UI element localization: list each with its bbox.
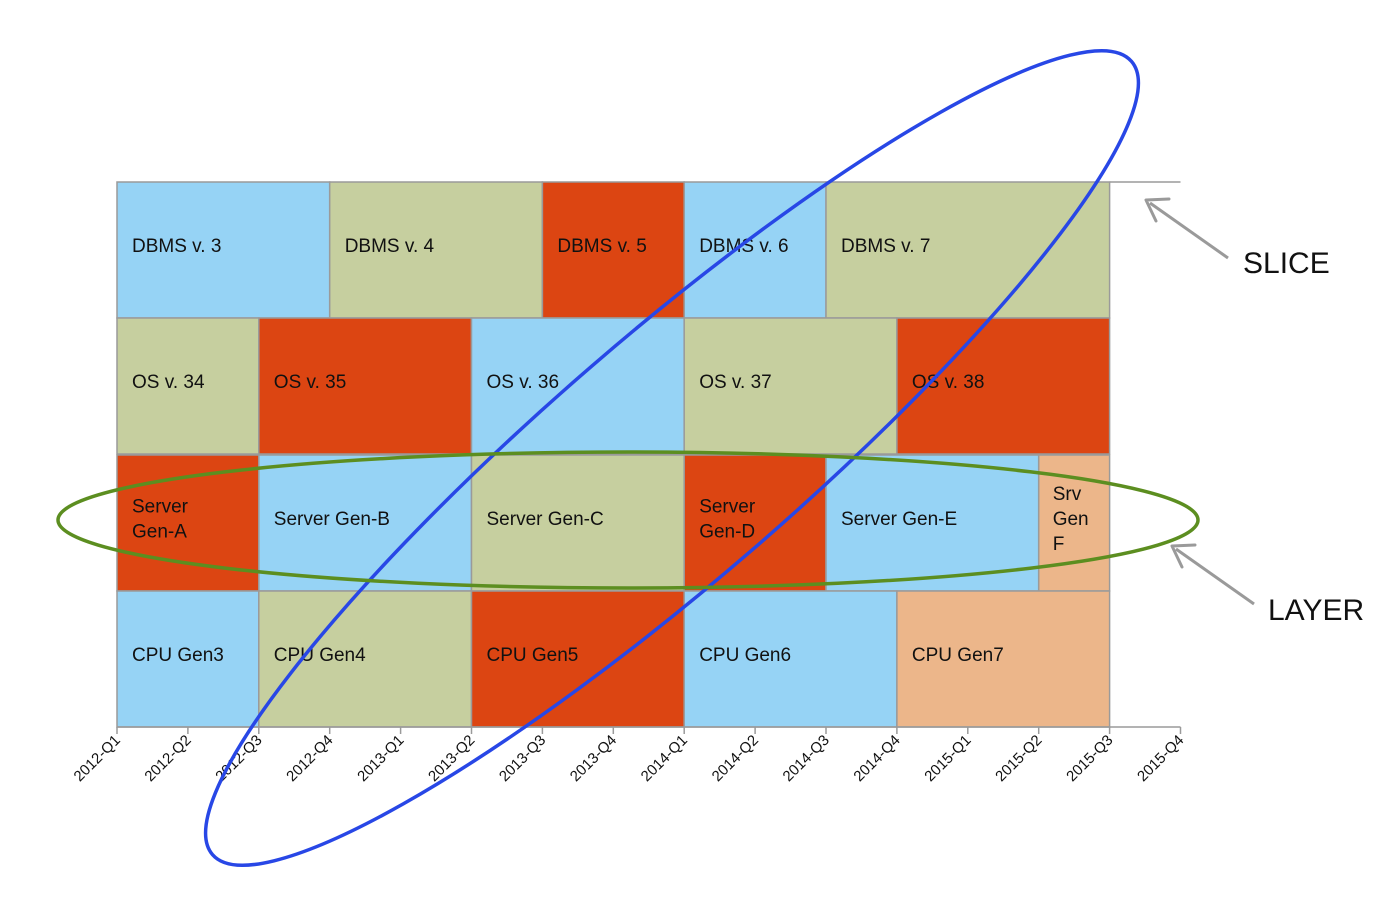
x-tick-label: 2015-Q4 [1134, 732, 1187, 785]
block-server-server-gen-b: Server Gen-B [258, 454, 473, 592]
block-server-server-gen-e: Server Gen-E [825, 454, 1040, 592]
block-dbms-dbms-v-7: DBMS v. 7 [825, 181, 1111, 319]
block-rect [896, 317, 1111, 455]
block-rect [116, 317, 260, 455]
block-cpu-cpu-gen5: CPU Gen5 [470, 590, 685, 728]
block-os-os-v-36: OS v. 36 [470, 317, 685, 455]
block-label: OS v. 36 [487, 372, 560, 393]
block-label: Server Gen-C [487, 509, 604, 530]
block-label: F [1053, 534, 1065, 555]
block-rect [683, 181, 827, 319]
block-label: Server [699, 497, 756, 518]
block-server-server-gen-d: Server Gen-D [683, 454, 827, 592]
block-cpu-cpu-gen4: CPU Gen4 [258, 590, 473, 728]
block-os-os-v-35: OS v. 35 [258, 317, 473, 455]
block-rect [470, 317, 685, 455]
x-tick-label: 2015-Q1 [921, 732, 974, 785]
block-rect [683, 590, 898, 728]
block-label: CPU Gen5 [487, 645, 579, 666]
block-rect [470, 454, 685, 592]
slice-ellipse [203, 49, 1141, 867]
x-tick-label: 2015-Q2 [992, 732, 1045, 785]
block-os-os-v-37: OS v. 37 [683, 317, 898, 455]
block-label: CPU Gen6 [699, 645, 791, 666]
x-tick-label: 2012-Q2 [141, 732, 194, 785]
block-os-os-v-34: OS v. 34 [116, 317, 260, 455]
layer-ellipse [56, 450, 1200, 590]
x-tick-label: 2012-Q4 [283, 732, 336, 785]
block-label: CPU Gen7 [912, 645, 1004, 666]
block-label: Gen [1053, 509, 1089, 530]
block-label: DBMS v. 7 [841, 236, 930, 257]
block-label: CPU Gen4 [274, 645, 366, 666]
block-rect [825, 181, 1111, 319]
x-tick-label: 2014-Q3 [780, 732, 833, 785]
x-tick-label: 2014-Q2 [709, 732, 762, 785]
x-tick-label: 2014-Q4 [850, 732, 903, 785]
x-tick-label: 2015-Q3 [1063, 732, 1116, 785]
block-label: CPU Gen3 [132, 645, 224, 666]
block-label: Server Gen-B [274, 509, 390, 530]
block-label: Gen-A [132, 522, 187, 543]
block-label: OS v. 37 [699, 372, 772, 393]
block-cpu-cpu-gen3: CPU Gen3 [116, 590, 260, 728]
block-rect [541, 181, 685, 319]
blocks-layer: DBMS v. 3 DBMS v. 4 DBMS v. 5 DBMS v. 6 DBMS… [116, 181, 1111, 728]
block-dbms-dbms-v-5: DBMS v. 5 [541, 181, 685, 319]
block-dbms-dbms-v-3: DBMS v. 3 [116, 181, 331, 319]
block-dbms-dbms-v-4: DBMS v. 4 [328, 181, 544, 319]
block-label: Gen-D [699, 522, 755, 543]
block-label: OS v. 38 [912, 372, 985, 393]
block-label: DBMS v. 3 [132, 236, 221, 257]
x-tick-label: 2014-Q1 [638, 732, 691, 785]
block-label: OS v. 34 [132, 372, 205, 393]
overlay-annotations: SLICE LAYER [56, 49, 1364, 867]
block-rect [116, 590, 260, 728]
x-tick-label: 2012-Q3 [212, 732, 265, 785]
block-label: Srv [1053, 484, 1082, 505]
slice-arrow [1144, 197, 1229, 260]
block-label: Server Gen-E [841, 509, 957, 530]
block-rect [896, 590, 1111, 728]
block-label: Server [132, 497, 189, 518]
x-tick-label: 2012-Q1 [71, 732, 124, 785]
block-rect [116, 181, 331, 319]
block-rect [328, 181, 544, 319]
block-label: DBMS v. 4 [345, 236, 435, 257]
grid-lines [117, 181, 1181, 728]
x-axis-ticks: 2012-Q1 2012-Q2 2012-Q3 2012-Q4 2013-Q1 2013-… [71, 727, 1187, 785]
layer-arrow [1170, 543, 1255, 606]
block-cpu-cpu-gen6: CPU Gen6 [683, 590, 898, 728]
x-tick-label: 2013-Q1 [354, 732, 407, 785]
x-tick-label: 2013-Q4 [567, 732, 620, 785]
block-rect [470, 590, 685, 728]
block-label: DBMS v. 5 [557, 236, 646, 257]
block-server-server-gen-c: Server Gen-C [470, 454, 685, 592]
block-cpu-cpu-gen7: CPU Gen7 [896, 590, 1111, 728]
block-dbms-dbms-v-6: DBMS v. 6 [683, 181, 827, 319]
block-rect [258, 317, 473, 455]
block-rect [683, 454, 827, 592]
block-rect [825, 454, 1040, 592]
block-label: OS v. 35 [274, 372, 347, 393]
layer-label: LAYER [1268, 594, 1364, 627]
block-label: DBMS v. 6 [699, 236, 788, 257]
slice-label: SLICE [1243, 247, 1330, 280]
block-os-os-v-38: OS v. 38 [896, 317, 1111, 455]
